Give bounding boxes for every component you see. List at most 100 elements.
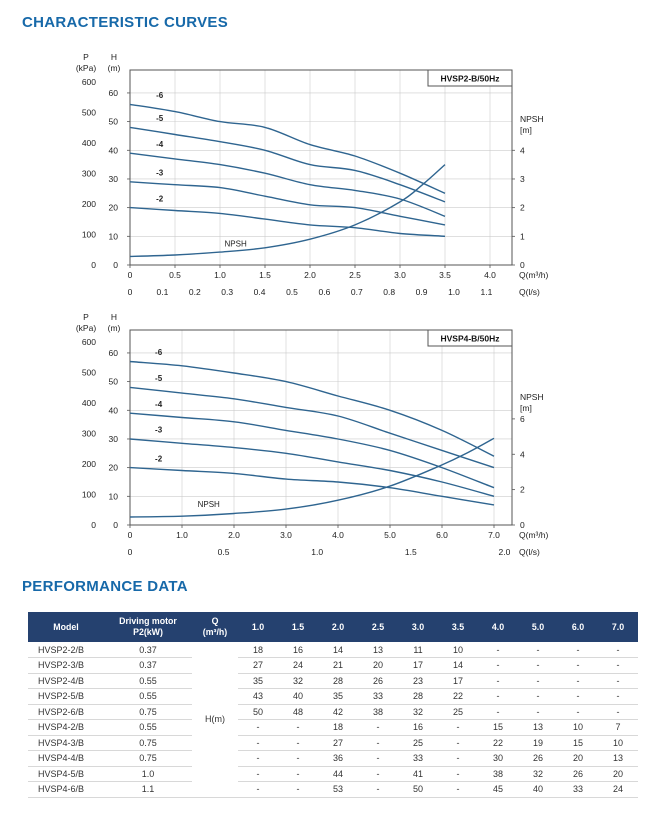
- head-value-cell: -: [238, 750, 278, 767]
- table-row: HVSP4-5/B 1.0- -44-41-38 32 26 20: [28, 766, 638, 782]
- q-ls-tick-label: 0.4: [254, 287, 266, 297]
- motor-power-cell: 1.0: [104, 766, 192, 782]
- q-m3h-tick-label: 3.5: [439, 270, 451, 280]
- head-value-cell: 35: [318, 688, 358, 705]
- head-value-cell: 13: [518, 719, 558, 736]
- q-m3h-tick-label: 4.0: [332, 530, 344, 540]
- head-value-cell: 16: [398, 719, 438, 736]
- p-axis-label: P: [83, 52, 89, 62]
- head-value-cell: 33: [558, 781, 598, 798]
- head-value-cell: 45: [478, 781, 518, 798]
- head-value-cell: -: [558, 642, 598, 658]
- head-curve--6: [129, 103, 446, 194]
- col-header-flow: 1.5: [278, 612, 318, 642]
- head-value-cell: 10: [598, 735, 638, 751]
- curve-label--3: -3: [155, 426, 163, 435]
- head-value-cell: -: [358, 766, 398, 782]
- head-value-cell: 48: [278, 704, 318, 720]
- p-tick-label: 100: [82, 490, 96, 500]
- p-tick-label: 300: [82, 169, 96, 179]
- head-value-cell: 40: [278, 688, 318, 705]
- q-m3h-tick-label: 4.0: [484, 270, 496, 280]
- head-value-cell: 7: [598, 719, 638, 736]
- table-row: HVSP2-2/B 0.37 H(m) 18 16 14 13 11 10- - - -: [28, 642, 638, 798]
- h-axis-unit-label: (m): [108, 323, 121, 333]
- h-tick-label: 0: [113, 520, 118, 530]
- head-value-cell: 26: [558, 766, 598, 782]
- head-value-cell: 28: [318, 673, 358, 689]
- curve-label--4: -4: [156, 140, 164, 149]
- table-row: HVSP2-4/B 0.55 35 32 28 26 23 17- - - -: [28, 673, 638, 689]
- section-title-characteristic-curves: CHARACTERISTIC CURVES: [22, 14, 229, 31]
- curve-label--4: -4: [155, 400, 163, 409]
- head-value-cell: -: [558, 688, 598, 705]
- model-cell: HVSP2-5/B: [28, 688, 104, 705]
- h-tick-label: 30: [109, 174, 119, 184]
- head-value-cell: -: [518, 704, 558, 720]
- h-tick-label: 20: [109, 203, 119, 213]
- head-value-cell: 18: [318, 719, 358, 736]
- head-value-cell: 50: [398, 781, 438, 798]
- col-header-flow: 2.5: [358, 612, 398, 642]
- p-axis-unit-label: (kPa): [76, 63, 96, 73]
- head-value-cell: 30: [478, 750, 518, 767]
- head-value-cell: 26: [518, 750, 558, 767]
- q-ls-tick-label: 0.9: [416, 287, 428, 297]
- curve-label--3: -3: [156, 169, 164, 178]
- motor-power-cell: 1.1: [104, 781, 192, 798]
- model-cell: HVSP4-6/B: [28, 781, 104, 798]
- head-value-cell: 43: [238, 688, 278, 705]
- head-value-cell: 53: [318, 781, 358, 798]
- p-tick-label: 0: [91, 260, 96, 270]
- head-curve--2: [129, 466, 495, 506]
- head-value-cell: 25: [438, 704, 478, 720]
- head-value-cell: 27: [238, 657, 278, 674]
- h-tick-label: 10: [109, 491, 119, 501]
- h-tick-label: 20: [109, 463, 119, 473]
- plot-border: [129, 69, 513, 266]
- head-value-cell: -: [478, 673, 518, 689]
- head-value-cell: 44: [318, 766, 358, 782]
- head-value-cell: -: [438, 750, 478, 767]
- npsh-axis-label: NPSH: [520, 392, 544, 402]
- head-value-cell: 33: [398, 750, 438, 767]
- head-value-cell: -: [358, 719, 398, 736]
- head-value-cell: -: [278, 781, 318, 798]
- npsh-tick-label: 0: [520, 260, 525, 270]
- head-value-cell: 25: [398, 735, 438, 751]
- q-ls-tick-label: 0.7: [351, 287, 363, 297]
- chart-title-box: [427, 69, 513, 87]
- head-value-cell: -: [598, 673, 638, 689]
- head-curve--4: [129, 152, 446, 217]
- q-ls-tick-label: 0: [128, 287, 133, 297]
- h-axis-label: H: [111, 312, 117, 322]
- q-m3h-axis-unit-label: Q(m³/h): [519, 530, 548, 540]
- head-value-cell: -: [558, 673, 598, 689]
- head-value-cell: -: [518, 642, 558, 658]
- head-value-cell: -: [438, 735, 478, 751]
- q-m3h-tick-label: 6.0: [436, 530, 448, 540]
- col-header-flow: 5.0: [518, 612, 558, 642]
- q-m3h-tick-label: 2.5: [349, 270, 361, 280]
- model-cell: HVSP4-3/B: [28, 735, 104, 751]
- model-cell: HVSP4-2/B: [28, 719, 104, 736]
- head-value-cell: 38: [358, 704, 398, 720]
- motor-power-cell: 0.55: [104, 688, 192, 705]
- head-value-cell: 21: [318, 657, 358, 674]
- head-value-cell: -: [518, 688, 558, 705]
- col-header-flow: 1.0: [238, 612, 278, 642]
- col-header-flow: 3.0: [398, 612, 438, 642]
- col-header-flow: 4.0: [478, 612, 518, 642]
- head-value-cell: 15: [558, 735, 598, 751]
- q-ls-tick-label: 0.3: [221, 287, 233, 297]
- head-value-cell: 16: [278, 642, 318, 658]
- q-m3h-tick-label: 0: [128, 530, 133, 540]
- p-tick-label: 200: [82, 459, 96, 469]
- chart-title-box: [427, 329, 513, 347]
- head-value-cell: 22: [438, 688, 478, 705]
- curve-label--5: -5: [155, 374, 163, 383]
- col-header-flow: 2.0: [318, 612, 358, 642]
- section-title-performance-data: PERFORMANCE DATA: [22, 578, 188, 595]
- col-header-q: Q (m³/h): [192, 612, 238, 642]
- head-value-cell: 20: [558, 750, 598, 767]
